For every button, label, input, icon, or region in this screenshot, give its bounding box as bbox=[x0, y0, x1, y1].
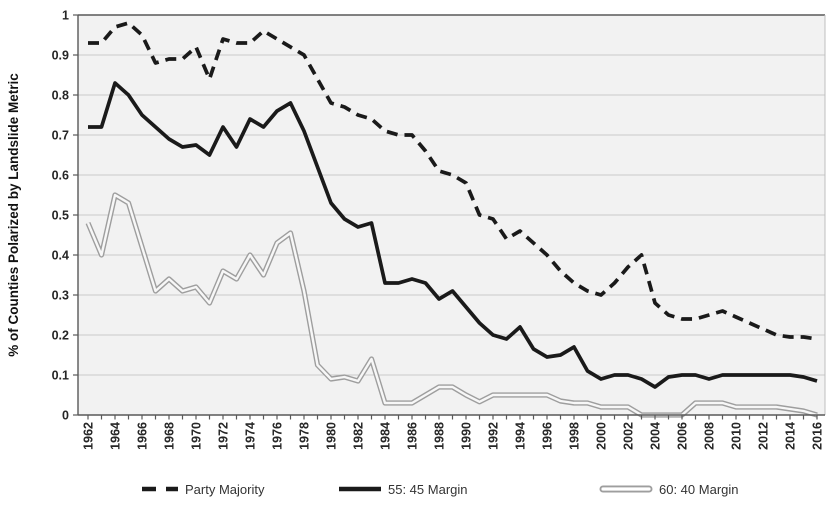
x-tick-label: 1992 bbox=[487, 422, 501, 450]
x-tick-label: 1980 bbox=[325, 422, 339, 450]
y-tick-label: 0.8 bbox=[52, 89, 69, 103]
x-tick-label: 1994 bbox=[514, 422, 528, 450]
y-tick-label: 0.3 bbox=[52, 289, 69, 303]
legend-label-60-40-margin: 60: 40 Margin bbox=[659, 481, 739, 497]
x-tick-label: 1984 bbox=[379, 422, 393, 450]
x-tick-label: 1990 bbox=[460, 422, 474, 450]
y-tick-label: 0.2 bbox=[52, 329, 69, 343]
x-tick-label: 2002 bbox=[622, 422, 636, 450]
x-tick-label: 1966 bbox=[136, 422, 150, 450]
y-tick-label: 0.9 bbox=[52, 49, 69, 63]
x-tick-label: 2016 bbox=[811, 422, 825, 450]
x-tick-label: 1972 bbox=[217, 422, 231, 450]
x-tick-label: 1982 bbox=[352, 422, 366, 450]
legend-label-55-45-margin: 55: 45 Margin bbox=[388, 481, 468, 497]
y-tick-label: 0.5 bbox=[52, 209, 69, 223]
x-tick-label: 1962 bbox=[82, 422, 96, 450]
legend-sample-double-gray-line bbox=[599, 485, 653, 493]
x-tick-label: 1998 bbox=[568, 422, 582, 450]
x-tick-label: 1964 bbox=[109, 422, 123, 450]
x-tick-label: 1996 bbox=[541, 422, 555, 450]
series-lines bbox=[85, 21, 818, 418]
x-axis-ticks-labels: 1962 1964 1966 1968 1970 1972 1974 1976 1978 1980… bbox=[82, 415, 825, 450]
y-tick-label: 0.4 bbox=[52, 249, 69, 263]
x-tick-label: 1974 bbox=[244, 422, 258, 450]
legend-item-party-majority: Party Majority bbox=[141, 479, 264, 499]
legend-item-60-40-margin: 60: 40 Margin bbox=[599, 479, 739, 499]
y-tick-label: 0.1 bbox=[52, 369, 69, 383]
x-tick-label: 1970 bbox=[190, 422, 204, 450]
x-tick-label: 2012 bbox=[757, 422, 771, 450]
legend-item-55-45-margin: 55: 45 Margin bbox=[338, 479, 468, 499]
y-tick-label: 0 bbox=[62, 409, 69, 423]
legend-sample-dashed-line bbox=[142, 486, 178, 492]
legend-sample-solid-line bbox=[339, 486, 381, 492]
y-tick-label: 0.7 bbox=[52, 129, 69, 143]
x-tick-label: 1968 bbox=[163, 422, 177, 450]
y-axis-ticks-labels: 0 0.1 0.2 0.3 0.4 0.5 0.6 0.7 0.8 0.9 1 bbox=[52, 9, 78, 423]
x-tick-label: 2008 bbox=[703, 422, 717, 450]
x-tick-label: 2006 bbox=[676, 422, 690, 450]
line-55-45-margin bbox=[88, 81, 818, 389]
x-tick-label: 2000 bbox=[595, 422, 609, 450]
x-tick-label: 2010 bbox=[730, 422, 744, 450]
x-tick-label: 1988 bbox=[433, 422, 447, 450]
legend-label-party-majority: Party Majority bbox=[185, 481, 265, 497]
x-tick-label: 1976 bbox=[271, 422, 285, 450]
x-tick-label: 1978 bbox=[298, 422, 312, 450]
line-60-40-margin-inner bbox=[86, 193, 818, 417]
x-tick-label: 2004 bbox=[649, 422, 663, 450]
y-tick-label: 1 bbox=[62, 9, 69, 23]
x-tick-label: 1986 bbox=[406, 422, 420, 450]
x-tick-label: 2014 bbox=[784, 422, 798, 450]
y-tick-label: 0.6 bbox=[52, 169, 69, 183]
